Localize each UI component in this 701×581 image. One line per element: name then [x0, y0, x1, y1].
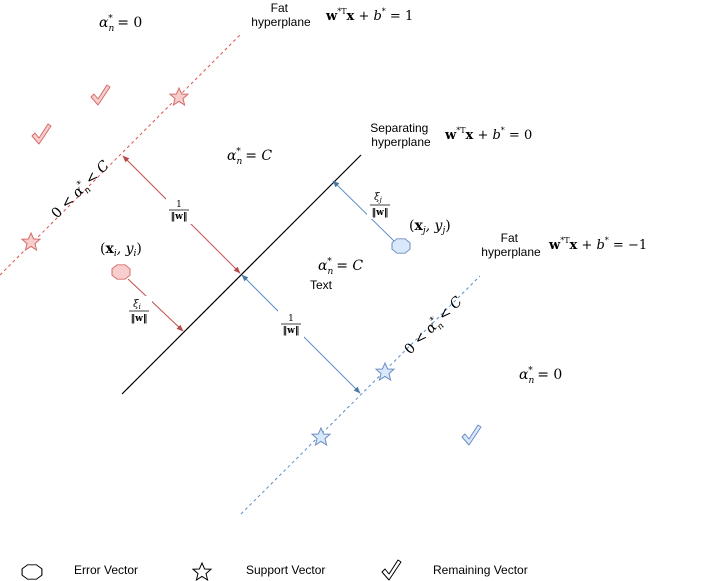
octagon-icon [111, 264, 131, 280]
checkmark-icon [90, 84, 111, 106]
legend-label-support: Support Vector [246, 563, 325, 577]
star-icon [191, 561, 213, 581]
equation-top: w*Tx + b* = 1 [325, 7, 413, 24]
point-label-xj: (xj, yj) [409, 218, 451, 236]
slack-arrow-xj [332, 180, 396, 243]
separating-hyperplane-label: Separating hyperplane [370, 121, 431, 149]
checkmark-icon [381, 559, 402, 581]
alpha-label-bottom-right: αn* = 0 [519, 366, 562, 386]
alpha-label-top-left: αn* = 0 [99, 14, 142, 34]
star-icon [168, 86, 190, 107]
svg-text:‖w‖: ‖w‖ [372, 208, 389, 218]
octagon-icon [21, 564, 43, 580]
fraction-xi: ξi ‖w‖ [126, 296, 152, 324]
fraction-margin-top: 1 ‖w‖ [166, 196, 192, 224]
equation-middle: w*Tx + b* = 0 [444, 126, 532, 143]
alpha-range-top: 0 < αn* < C [48, 157, 115, 224]
star-icon [20, 231, 42, 252]
fat-hyperplane-top-line [0, 34, 241, 276]
alpha-label-upper-mid: αn* = C [227, 147, 272, 167]
fat-hyperplane-bottom-line [240, 275, 481, 515]
legend-label-error: Error Vector [74, 563, 138, 577]
legend-label-remaining: Remaining Vector [433, 563, 528, 577]
legend: Error Vector Support Vector Remaining Ve… [21, 559, 528, 581]
star-icon [374, 361, 396, 382]
alpha-label-lower-mid: αn* = C [318, 257, 363, 277]
separating-hyperplane-line [121, 154, 362, 395]
point-label-xi: (xi, yi) [100, 241, 142, 259]
checkmark-icon [461, 424, 482, 446]
svg-text:1: 1 [176, 200, 182, 210]
octagon-icon [391, 238, 411, 254]
checkmark-icon [31, 123, 52, 145]
slack-arrow-xi [127, 278, 184, 332]
svg-text:ξi: ξi [133, 299, 141, 311]
fat-hyperplane-top-label: Fat hyperplane [251, 1, 311, 29]
text-label: Text [310, 278, 333, 292]
fraction-margin-bottom: 1 ‖w‖ [278, 310, 304, 338]
svg-text:‖w‖: ‖w‖ [283, 326, 300, 336]
svg-text:1: 1 [288, 314, 294, 324]
svg-text:‖w‖: ‖w‖ [171, 212, 188, 222]
svg-text:‖w‖: ‖w‖ [131, 314, 148, 324]
star-icon [310, 426, 332, 447]
fraction-xj: ξj ‖w‖ [367, 189, 393, 219]
svg-text:ξj: ξj [374, 192, 383, 204]
fat-hyperplane-bottom-label: Fat hyperplane [481, 231, 541, 259]
equation-bottom: w*Tx + b* = −1 [548, 236, 647, 253]
alpha-range-bottom: 0 < αn* < C [401, 293, 468, 360]
